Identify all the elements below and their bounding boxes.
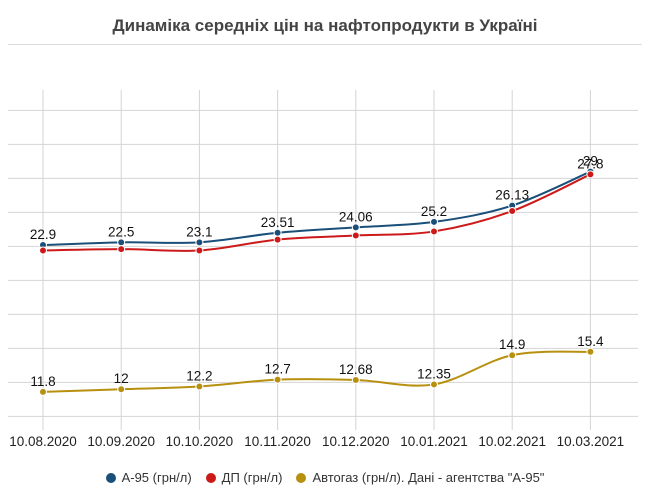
data-point [39,246,47,255]
data-point [508,207,517,216]
x-tick-label: 10.09.2020 [87,434,155,449]
data-label: 23.1 [186,224,212,239]
data-point [430,380,438,389]
data-point [39,387,47,396]
data-point [430,227,438,236]
x-tick-label: 10.10.2020 [166,434,234,449]
data-point [430,217,438,226]
legend-label: Автогаз (грн/л). Дані - агентства "А-95" [312,470,545,485]
data-label: 26.13 [495,188,529,203]
series-line-3 [42,350,591,393]
title-divider [8,44,642,45]
data-point [195,238,204,247]
chart-title: Динаміка середніх цін на нафтопродукти в… [112,16,538,35]
data-point [508,351,517,360]
x-tick-label: 10.03.2021 [557,434,625,449]
x-tick-label: 10.01.2021 [400,434,468,449]
x-tick-label: 10.12.2020 [322,434,390,449]
data-label: 27.8 [577,156,603,171]
legend-item-1[interactable]: А-95 (грн/л) [105,470,192,485]
legend-label: А-95 (грн/л) [121,470,192,485]
legend-marker-icon [105,473,116,483]
data-point [117,238,126,247]
data-label: 25.2 [421,204,447,219]
x-tick-label: 10.08.2020 [9,434,77,449]
legend-marker-icon [205,473,216,483]
data-label: 24.06 [339,209,373,224]
data-label: 12.35 [417,366,451,381]
data-point [195,246,204,255]
legend-item-3[interactable]: Автогаз (грн/л). Дані - агентства "А-95" [296,470,544,485]
data-point [351,223,360,232]
data-point [586,170,595,179]
data-label: 12 [114,371,129,386]
data-label: 15.4 [577,334,604,349]
legend-item-2[interactable]: ДП (грн/л) [205,470,283,485]
data-point [351,231,360,240]
data-label: 23.51 [261,215,295,230]
data-point [351,375,360,384]
data-point [586,347,595,356]
data-label: 12.7 [264,362,290,377]
data-point [273,235,282,244]
x-tick-label: 10.02.2021 [478,434,546,449]
data-point [273,375,282,384]
data-point [195,382,204,391]
data-label: 12.2 [186,368,212,383]
legend-label: ДП (грн/л) [221,470,283,485]
data-label: 12.68 [339,362,373,377]
data-point [117,245,126,254]
data-label: 22.5 [108,224,134,239]
legend: А-95 (грн/л) ДП (грн/л) Автогаз (грн/л). Д… [0,470,650,485]
data-point [117,385,126,394]
data-label: 14.9 [499,337,525,352]
data-label: 29 [583,154,598,169]
data-point [273,228,282,237]
data-label: 11.8 [30,374,55,389]
x-tick-label: 10.11.2020 [244,434,311,449]
legend-marker-icon [296,473,307,483]
data-label: 22.9 [30,227,56,242]
